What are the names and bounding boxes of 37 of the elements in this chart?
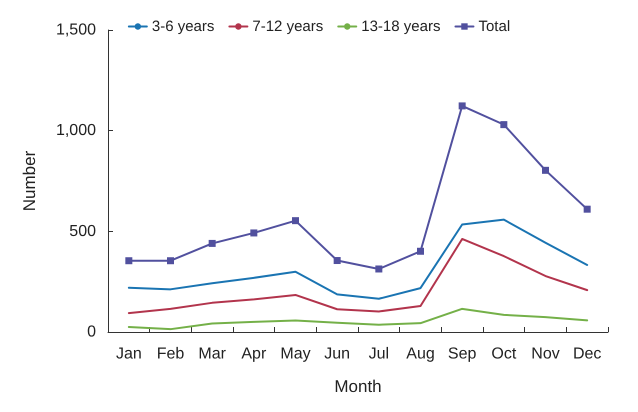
- line-series: [128, 218, 588, 300]
- point: [500, 121, 508, 128]
- x-tick-label: Jan: [116, 346, 142, 362]
- point: [417, 248, 424, 255]
- x-tick-label: Mar: [198, 346, 227, 362]
- legend-label: 13-18 years: [361, 18, 440, 35]
- point: [167, 257, 174, 264]
- legend-label: 3-6 years: [152, 18, 214, 35]
- point: [375, 265, 382, 272]
- point: [292, 217, 299, 224]
- line-series: [128, 308, 588, 330]
- point: [542, 166, 549, 174]
- x-tick-label: Apr: [241, 346, 267, 362]
- x-tick-label: Feb: [156, 346, 184, 362]
- point: [458, 102, 466, 110]
- line-series: [128, 238, 588, 314]
- point: [334, 257, 341, 264]
- x-tick-label: Jul: [368, 346, 390, 362]
- x-tick-label: Sep: [448, 346, 477, 362]
- x-axis-title: Month: [334, 377, 382, 396]
- x-tick-label: Dec: [572, 346, 602, 362]
- y-axis-title: Number: [20, 150, 39, 212]
- y-tick-label: 0: [87, 324, 96, 340]
- point: [584, 206, 591, 213]
- legend-label: 7-12 years: [252, 18, 324, 35]
- x-tick-label: Aug: [406, 346, 435, 362]
- point: [250, 229, 258, 236]
- x-tick-label: Jun: [324, 346, 350, 362]
- point: [208, 240, 216, 247]
- point: [125, 257, 132, 264]
- x-tick-label: May: [280, 346, 311, 362]
- y-tick-label: 1,000: [56, 122, 96, 140]
- x-tick-label: Nov: [531, 346, 560, 362]
- legend-label: Total: [478, 18, 510, 35]
- x-tick-label: Oct: [491, 346, 517, 362]
- y-tick-label: 1,500: [56, 22, 96, 38]
- y-tick-label: 500: [69, 222, 96, 240]
